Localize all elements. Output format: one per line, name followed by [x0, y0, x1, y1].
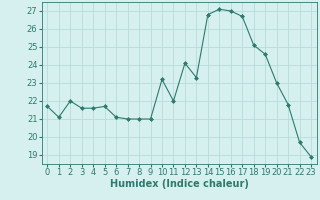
X-axis label: Humidex (Indice chaleur): Humidex (Indice chaleur) [110, 179, 249, 189]
